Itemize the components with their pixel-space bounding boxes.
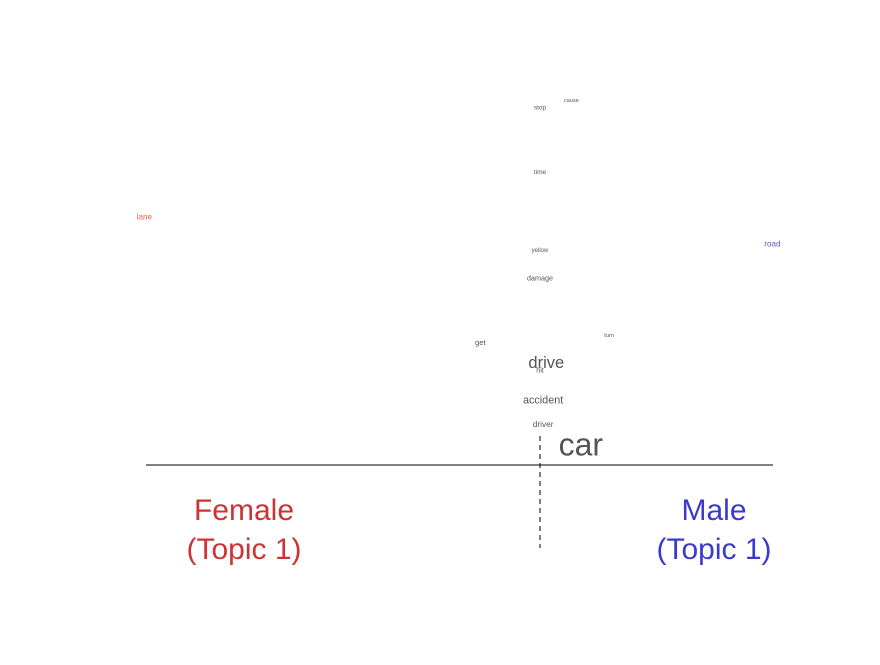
word-driver: driver: [533, 419, 554, 429]
word-cloud: car drive accident driver hit get damage yellow…: [137, 98, 781, 462]
word-stop: stop: [534, 105, 547, 112]
word-damage: damage: [527, 274, 553, 283]
word-time: time: [534, 169, 547, 176]
word-turn: turn: [604, 333, 614, 339]
word-car: car: [559, 427, 604, 463]
word-cause: cause: [564, 98, 579, 104]
word-hit: hit: [536, 365, 544, 374]
word-road: road: [764, 240, 780, 249]
word-accident: accident: [523, 394, 563, 406]
female-label-line1: Female: [194, 494, 294, 527]
word-get: get: [475, 338, 486, 347]
male-label-line1: Male: [681, 494, 746, 527]
word-lane: lane: [137, 212, 153, 221]
female-label-line2: (Topic 1): [186, 533, 301, 566]
male-label-line2: (Topic 1): [656, 533, 771, 566]
word-yellow: yellow: [532, 248, 549, 254]
word-drive: drive: [528, 354, 564, 372]
